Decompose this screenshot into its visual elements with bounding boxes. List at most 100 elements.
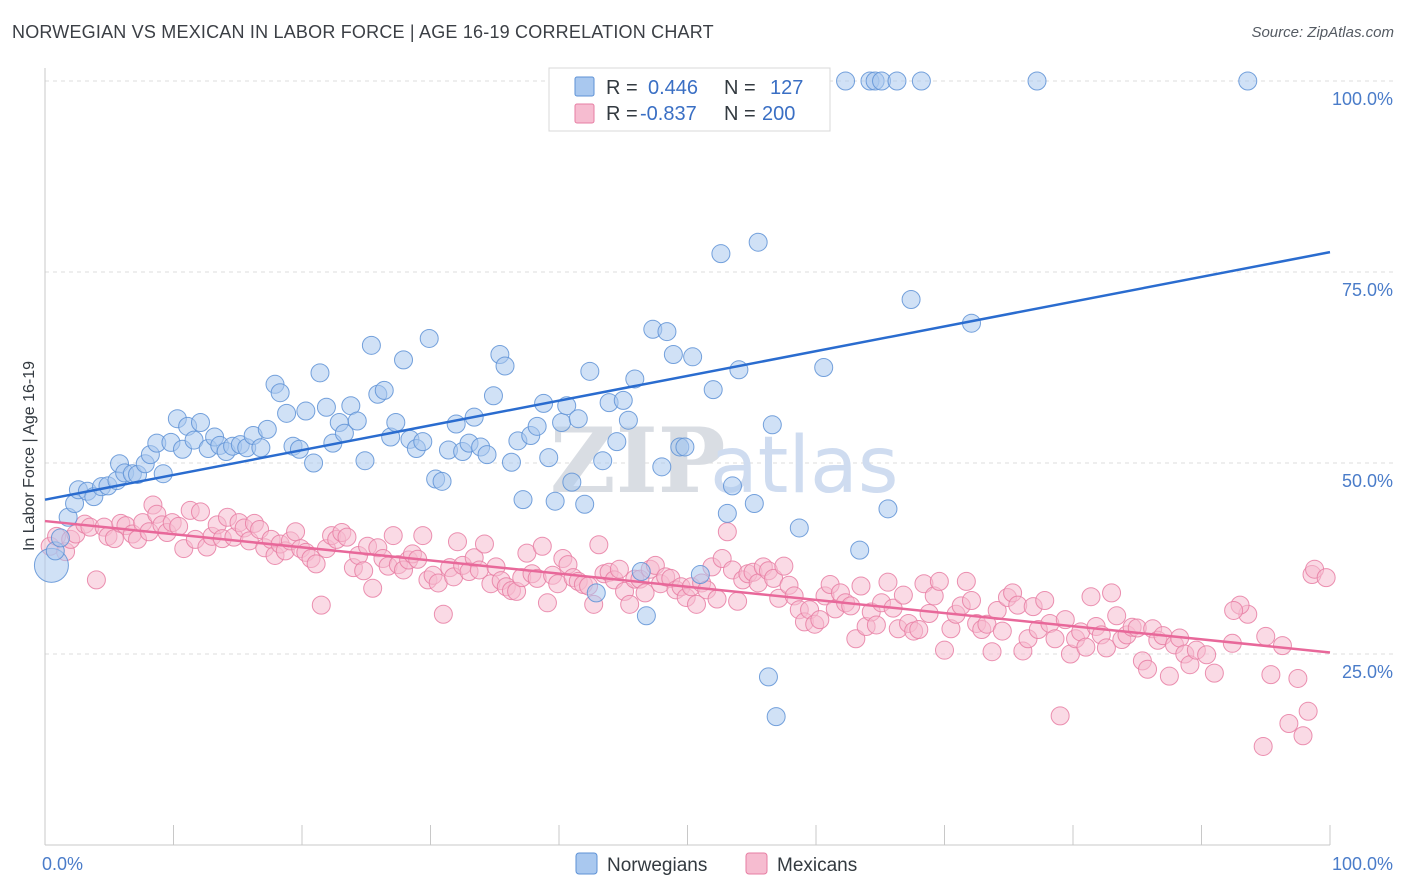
- point-norwegians: [1238, 71, 1258, 91]
- legend-n-label-norwegians: N =: [724, 77, 756, 99]
- point-norwegians: [270, 383, 290, 403]
- point-mexicans: [311, 595, 331, 615]
- point-norwegians: [748, 232, 768, 252]
- point-norwegians: [580, 361, 600, 381]
- y-tick-label-1: 25.0%: [1342, 662, 1393, 682]
- point-mexicans: [1102, 583, 1122, 603]
- point-mexicans: [1224, 600, 1244, 620]
- point-mexicans: [982, 642, 1002, 662]
- point-mexicans: [286, 522, 306, 542]
- point-norwegians: [251, 438, 271, 458]
- point-norwegians: [419, 328, 439, 348]
- point-norwegians: [477, 445, 497, 465]
- point-norwegians: [386, 413, 406, 433]
- point-mexicans: [1045, 629, 1065, 649]
- point-norwegians: [762, 415, 782, 435]
- point-mexicans: [1081, 587, 1101, 607]
- point-mexicans: [1293, 726, 1313, 746]
- point-norwegians: [887, 71, 907, 91]
- y-tick-label-4: 100.0%: [1332, 89, 1393, 109]
- point-norwegians: [394, 350, 414, 370]
- point-norwegians: [495, 356, 515, 376]
- point-norwegians: [663, 345, 683, 365]
- chart-title: NORWEGIAN VS MEXICAN IN LABOR FORCE | AG…: [12, 22, 714, 42]
- legend-n-label-mexicans: N =: [724, 103, 756, 125]
- tick-labels: 25.0% 50.0% 75.0% 100.0% 0.0% 100.0%: [42, 89, 1393, 874]
- bottom-legend-swatch-norwegians: [575, 852, 598, 875]
- point-mexicans: [169, 516, 189, 536]
- point-mexicans: [1256, 626, 1276, 646]
- point-mexicans: [956, 571, 976, 591]
- x-tick-label-end: 100.0%: [1332, 854, 1393, 874]
- point-mexicans: [354, 561, 374, 581]
- point-norwegians: [347, 411, 367, 431]
- point-mexicans: [589, 535, 609, 555]
- point-mexicans: [810, 610, 830, 630]
- bottom-legend-label-mexicans: Mexicans: [777, 855, 857, 876]
- top-legend: R = 0.446 N = 127 R = -0.837 N = 200: [548, 67, 831, 132]
- point-mexicans: [1253, 736, 1273, 756]
- point-norwegians: [361, 335, 381, 355]
- point-mexicans: [919, 604, 939, 624]
- point-norwegians: [636, 606, 656, 626]
- legend-r-label-mexicans: R =: [606, 103, 638, 125]
- point-mexicans: [851, 576, 871, 596]
- point-norwegians: [190, 413, 210, 433]
- point-mexicans: [609, 559, 629, 579]
- point-mexicans: [841, 596, 861, 616]
- y-axis-title: In Labor Force | Age 16-19: [21, 361, 38, 551]
- point-norwegians: [901, 290, 921, 310]
- point-norwegians: [878, 499, 898, 519]
- point-norwegians: [675, 437, 695, 457]
- legend-r-value-norwegians: 0.446: [648, 77, 698, 99]
- point-mexicans: [1272, 636, 1292, 656]
- point-mexicans: [878, 572, 898, 592]
- point-mexicans: [846, 629, 866, 649]
- legend-swatch-norwegians: [574, 76, 595, 97]
- point-mexicans: [190, 502, 210, 522]
- point-mexicans: [86, 570, 106, 590]
- point-norwegians: [717, 503, 737, 523]
- legend-r-value-mexicans: -0.837: [640, 103, 697, 125]
- point-mexicans: [532, 536, 552, 556]
- trend-line-mexicans: [44, 519, 1331, 654]
- point-norwegians: [631, 561, 651, 581]
- point-norwegians: [483, 386, 503, 406]
- watermark-atlas: atlas: [710, 421, 899, 511]
- point-norwegians: [607, 432, 627, 452]
- point-norwegians: [413, 432, 433, 452]
- point-norwegians: [911, 71, 931, 91]
- point-mexicans: [728, 591, 748, 611]
- point-norwegians: [304, 453, 324, 473]
- point-norwegians: [613, 390, 633, 410]
- legend-n-value-norwegians: 127: [770, 77, 803, 99]
- point-mexicans: [383, 526, 403, 546]
- point-norwegians: [729, 360, 749, 380]
- point-norwegians: [789, 518, 809, 538]
- point-norwegians: [296, 401, 316, 421]
- point-mexicans: [774, 556, 794, 576]
- point-mexicans: [474, 534, 494, 554]
- trend-line-norwegians: [44, 250, 1331, 501]
- point-norwegians: [690, 565, 710, 585]
- bottom-legend-swatch-mexicans: [745, 852, 768, 875]
- point-mexicans: [337, 527, 357, 547]
- point-mexicans: [1138, 659, 1158, 679]
- point-mexicans: [1204, 663, 1224, 683]
- point-mexicans: [433, 604, 453, 624]
- point-mexicans: [929, 571, 949, 591]
- point-norwegians: [850, 540, 870, 560]
- point-mexicans: [413, 526, 433, 546]
- point-mexicans: [363, 578, 383, 598]
- point-norwegians: [593, 451, 613, 471]
- point-norwegians: [432, 471, 452, 491]
- point-mexicans: [306, 554, 326, 574]
- source-label: Source: ZipAtlas.com: [1251, 24, 1394, 41]
- point-norwegians: [814, 358, 834, 377]
- point-norwegians: [50, 528, 70, 548]
- point-norwegians: [316, 397, 336, 417]
- point-norwegians: [618, 410, 638, 430]
- point-mexicans: [1107, 606, 1127, 626]
- point-mexicans: [1050, 706, 1070, 726]
- point-norwegians: [501, 452, 521, 472]
